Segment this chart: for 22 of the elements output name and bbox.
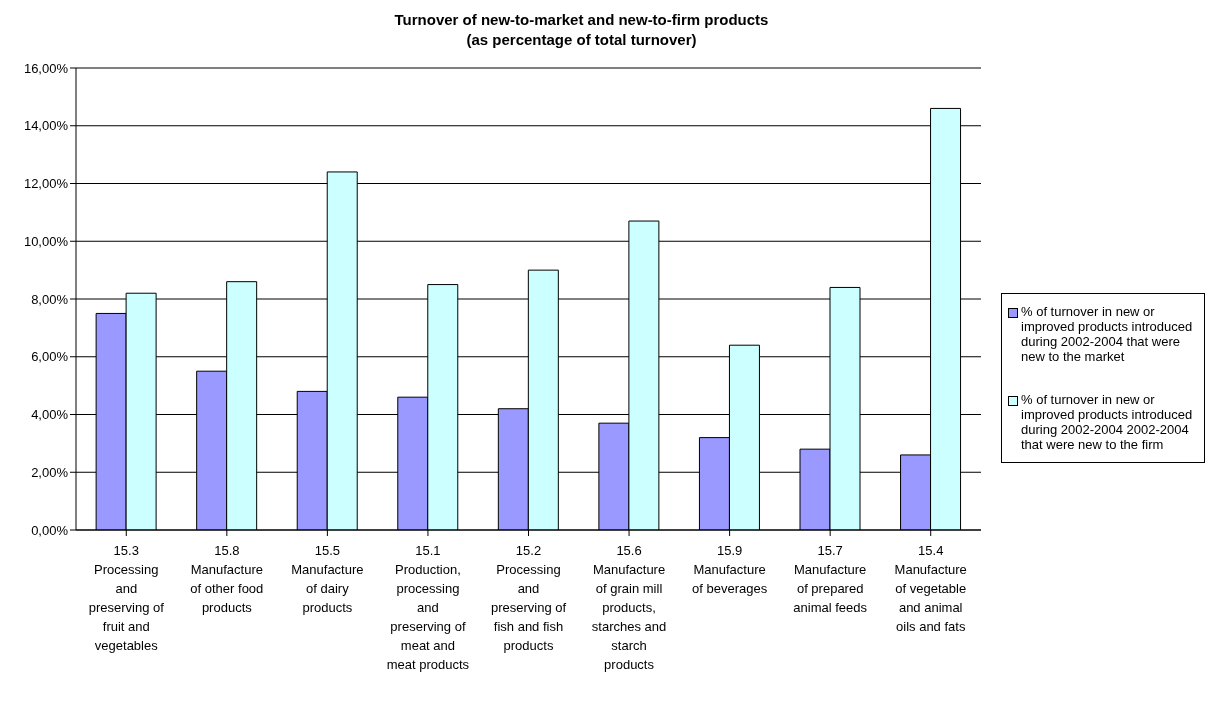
y-tick-label: 2,00% [31, 464, 69, 480]
x-tick-label: 15.9 Manufacture of beverages [692, 543, 768, 597]
y-tick-label: 8,00% [31, 291, 69, 307]
x-tick-label: 15.6 Manufacture of grain mill products, starches and starch products [591, 543, 667, 673]
x-tick-label: 15.4 Manufacture of vegetable and animal oils and fats [894, 543, 967, 635]
chart-subtitle: (as percentage of total turnover) [465, 30, 698, 50]
x-tick-label: 15.8 Manufacture of other food products [190, 543, 264, 616]
y-tick-label: 0,00% [31, 522, 69, 538]
y-tick-label: 12,00% [23, 176, 69, 192]
y-tick-label: 14,00% [23, 118, 69, 134]
y-tick-label: 16,00% [23, 60, 69, 76]
y-tick-label: 10,00% [23, 233, 69, 249]
x-tick-label: 15.2 Processing and preserving of fish and fish products [490, 543, 567, 654]
x-tick-label: 15.7 Manufacture of prepared animal feeds [793, 543, 868, 616]
legend-label: % of turnover in new or improved products introduced during 2002-2004 2002-2004 that were new to the firm [1021, 391, 1194, 452]
x-tick-label: 15.1 Production, processing and preserving of meat and meat products [386, 543, 470, 673]
chart-title: Turnover of new-to-market and new-to-firm products [393, 10, 770, 30]
legend-label: % of turnover in new or improved products introduced during 2002-2004 that were new to the market [1021, 303, 1194, 364]
x-tick-label: 15.5 Manufacture of dairy products [291, 543, 364, 616]
x-tick-label: 15.3 Processing and preserving of fruit and vegetables [88, 543, 165, 654]
y-tick-label: 6,00% [31, 349, 69, 365]
y-tick-label: 4,00% [31, 407, 69, 423]
